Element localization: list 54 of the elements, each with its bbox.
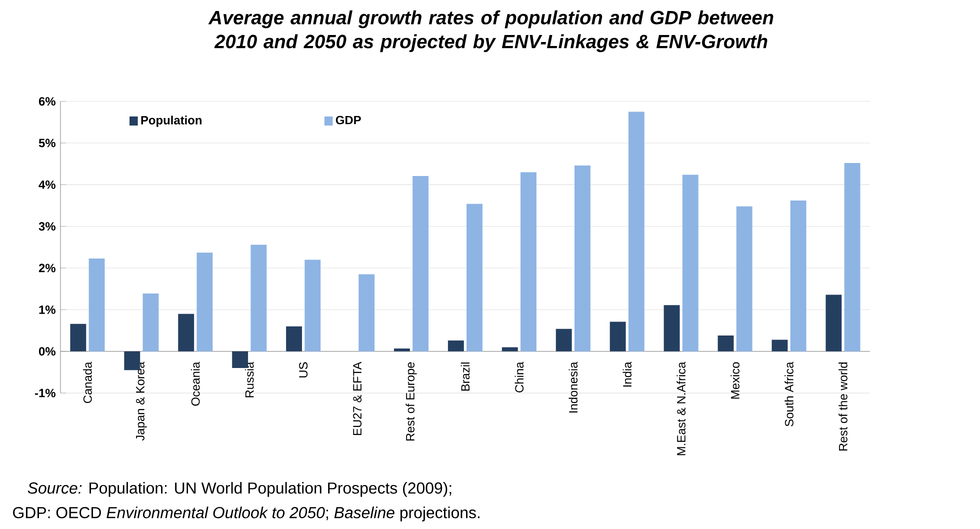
x-tick-label: China xyxy=(514,362,524,392)
x-tick-label: Russia xyxy=(244,362,254,398)
bar xyxy=(502,347,518,352)
x-tick-label: Rest of the world xyxy=(838,362,848,450)
bar xyxy=(448,340,464,352)
legend-label: Population xyxy=(141,116,202,127)
y-tick-label: -1% xyxy=(34,388,56,398)
y-tick-label: 4% xyxy=(38,180,56,189)
bar xyxy=(286,326,302,352)
bar xyxy=(304,260,321,352)
x-tick-label: EU27 & EFTA xyxy=(353,362,362,435)
x-tick-label: M.East & N.Africa xyxy=(676,362,686,456)
bar xyxy=(682,174,698,352)
x-tick-label: South Africa xyxy=(784,362,794,426)
bar xyxy=(718,336,734,352)
text: Source: Population: UN World Population Prospects (2009); xyxy=(28,482,452,497)
x-tick-label: Rest of Europe xyxy=(406,362,417,440)
bar xyxy=(142,293,159,352)
bar xyxy=(88,258,105,352)
chart-title: Average annual growth rates of population and GDP between 2010 and 2050 as projected by ENV-Linkages & ENV-Growth xyxy=(208,10,774,52)
x-tick-label: India xyxy=(622,362,632,387)
text: GDP: OECD Environmental Outlook to 2050; Baseline projections. xyxy=(13,506,480,522)
bar xyxy=(250,244,267,352)
bar xyxy=(196,252,213,352)
y-tick-label: 0% xyxy=(38,347,56,356)
bar xyxy=(178,314,194,352)
legend-label: GDP xyxy=(336,116,361,124)
y-tick-label: 6% xyxy=(38,97,56,106)
y-tick-label: 3% xyxy=(38,222,56,231)
bar xyxy=(556,328,572,352)
bar xyxy=(466,204,482,352)
bar xyxy=(826,294,842,352)
bar xyxy=(736,206,752,352)
bar xyxy=(412,176,429,352)
bar xyxy=(574,165,590,352)
x-tick-label: US xyxy=(299,362,308,378)
bar xyxy=(394,348,410,352)
y-tick-label: 5% xyxy=(38,138,56,148)
x-tick-label: Canada xyxy=(83,362,92,403)
bar xyxy=(70,324,86,352)
bar xyxy=(520,172,536,352)
bar xyxy=(358,274,375,352)
x-tick-label: Oceania xyxy=(191,362,200,406)
y-tick-label: 2% xyxy=(38,264,56,272)
bar xyxy=(844,162,860,352)
x-tick-label: Indonesia xyxy=(568,362,578,412)
x-tick-label: Brazil xyxy=(460,362,470,391)
x-tick-label: Mexico xyxy=(730,362,740,399)
bar xyxy=(610,322,626,352)
bar xyxy=(664,305,680,352)
bar xyxy=(772,340,788,352)
bar xyxy=(628,112,644,352)
y-tick-label: 1% xyxy=(39,305,56,314)
bar xyxy=(790,200,806,352)
